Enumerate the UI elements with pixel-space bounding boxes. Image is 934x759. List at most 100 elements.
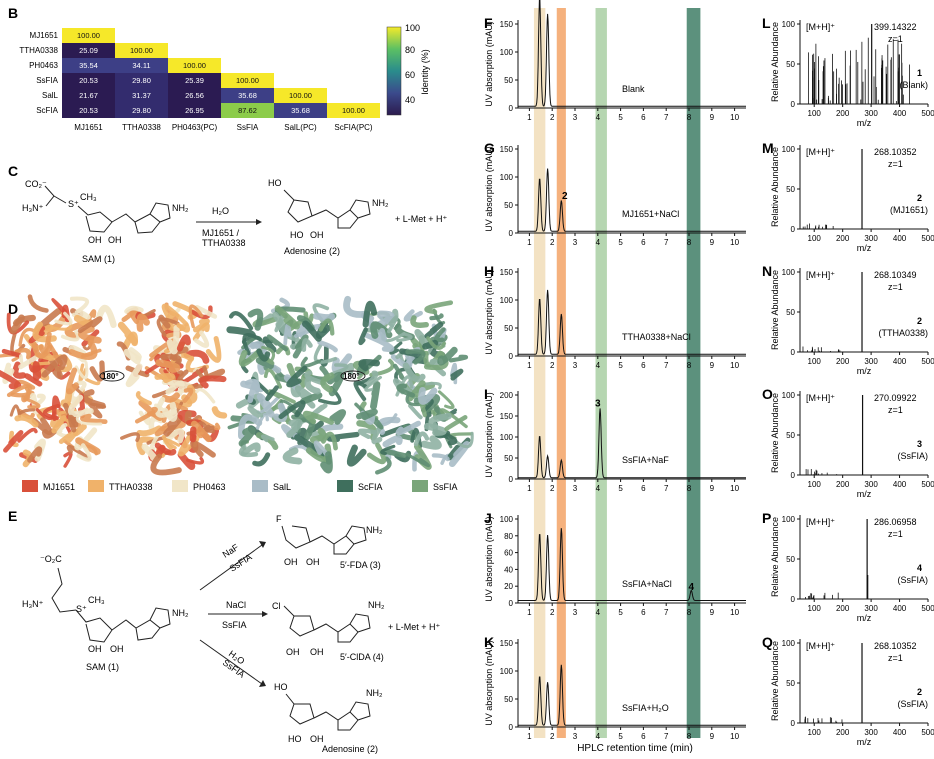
chromatogram-line (518, 408, 746, 479)
x-tick-label: 3 (573, 238, 578, 247)
ribbon-segment (27, 446, 43, 463)
ribbon-segment (410, 428, 422, 449)
y-tick-label: 50 (786, 308, 795, 317)
ribbon-segment (176, 322, 191, 333)
y-tick-label: 100 (782, 515, 796, 524)
heatmap-cell-value: 21.67 (79, 91, 98, 100)
x-tick-label: 6 (641, 361, 646, 370)
y-tick-label: 0 (509, 599, 514, 608)
legend-swatch (88, 480, 104, 492)
panel-label-E: E (8, 508, 17, 524)
ribbon-segment (149, 432, 161, 451)
heatmap-cell (221, 88, 274, 103)
ion-label: [M+H]⁺ (806, 641, 835, 651)
ribbon-segment (2, 362, 15, 384)
ribbon-segment (67, 414, 77, 433)
x-tick-label: 5 (618, 361, 623, 370)
y-tick-label: 0 (791, 225, 796, 234)
heatmap-colorbar: 100 80 60 40 Identity (%) (386, 23, 430, 116)
ribbon-segment (161, 392, 180, 403)
heatmap-cell-value: 100.00 (130, 46, 153, 55)
ribbon-segment (166, 324, 180, 355)
sulfonium-label: S⁺ (68, 199, 79, 209)
ribbon-segment (454, 431, 474, 449)
ribbon-segment (266, 334, 288, 352)
heatmap-col-label: SsFIA (237, 123, 259, 132)
ribbon-segment (396, 383, 416, 398)
panel-label-J: J (484, 510, 492, 526)
panel-label-O: O (762, 386, 773, 402)
ribbon-segment (263, 368, 282, 389)
heatmap-col-label: MJ1651 (74, 123, 103, 132)
x-tick-label: 400 (893, 109, 907, 118)
ribbon-segment (366, 442, 387, 465)
x-tick-label: 10 (730, 484, 739, 493)
ribbon-segment (240, 442, 261, 457)
y-tick-label: 100 (500, 48, 514, 57)
ribbon-segment (68, 339, 98, 361)
ribbon-segment (320, 451, 333, 474)
ribbon-segment (437, 390, 455, 410)
ribbon-segment (320, 372, 335, 393)
heatmap-cell (168, 58, 221, 73)
ribbon-segment (74, 361, 89, 380)
ribbon-segment (402, 362, 426, 383)
ion-label: [M+H]⁺ (806, 393, 835, 403)
ribbon-segment (204, 424, 215, 434)
heatmap-cell-value: 31.37 (132, 91, 151, 100)
ribbon-segment (19, 354, 24, 364)
ribbon-segment (448, 354, 469, 363)
x-tick-label: 9 (710, 484, 715, 493)
y-tick-label: 60 (504, 549, 513, 558)
ribbon-segment (155, 359, 181, 373)
ribbon-segment (18, 354, 40, 370)
heatmap-cell (115, 73, 168, 88)
carboxylate-label: ⁻O₂C (40, 554, 62, 564)
ribbon-segment (357, 428, 377, 440)
ribbon-segment (156, 317, 180, 337)
ribbon-segment (346, 444, 367, 467)
x-axis-title: m/z (857, 243, 872, 253)
colorbar-tick: 80 (405, 45, 415, 55)
charge-label: z=1 (888, 34, 903, 44)
charge-label: z=1 (888, 282, 903, 292)
ribbon-segment (362, 370, 379, 390)
ribbon-segment (429, 313, 444, 321)
y-tick-label: 50 (786, 679, 795, 688)
ribbon-segment (343, 295, 370, 318)
ribbon-segment (3, 430, 24, 453)
x-axis-title: m/z (857, 118, 872, 128)
reagent-enzyme-1: MJ1651 / (202, 228, 240, 238)
ribbon-segment (321, 431, 338, 451)
y-axis-title: UV absorption (mAU) (484, 392, 494, 478)
charge-label: z=1 (888, 529, 903, 539)
x-tick-label: 2 (550, 361, 555, 370)
ribbon-segment (154, 372, 176, 384)
rotation-label: 180° (102, 372, 119, 381)
legend-label: PH0463 (193, 482, 226, 492)
ribbon-segment (182, 387, 194, 404)
ribbon-segment (302, 320, 322, 342)
rotation-label: 180° (343, 372, 360, 381)
compound-number: 2 (917, 316, 922, 326)
ribbon-segment (6, 384, 32, 402)
oh-label: HO (290, 230, 304, 240)
ribbon-segment (305, 443, 332, 463)
ribbon-segment (274, 305, 300, 330)
ribbon-segment (141, 443, 159, 463)
x-tick-label: 6 (641, 608, 646, 617)
compound-number: 3 (917, 439, 922, 449)
heatmap-cell (168, 73, 221, 88)
x-tick-label: 3 (573, 732, 578, 741)
heatmap-cell (168, 88, 221, 103)
x-tick-label: 10 (730, 608, 739, 617)
y-tick-label: 100 (500, 433, 514, 442)
ribbon-segment (177, 451, 196, 470)
panel-label-G: G (484, 140, 495, 156)
ribbon-segment (389, 341, 403, 355)
panel-label-Q: Q (762, 634, 773, 650)
y-tick-label: 100 (782, 20, 796, 29)
x-tick-label: 6 (641, 238, 646, 247)
byproducts: + L-Met + H⁺ (395, 214, 448, 224)
